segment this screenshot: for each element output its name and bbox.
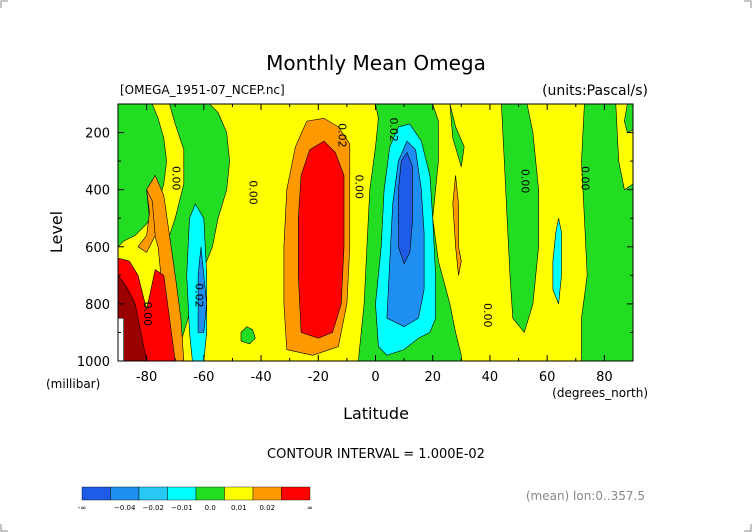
contour-label: 0.00: [518, 169, 531, 194]
contour-label: 0.00: [169, 166, 182, 191]
y-axis-units: (millibar): [46, 377, 100, 391]
colorbar-tick-label: −0.04: [114, 504, 136, 512]
colorbar-tick-label: −0.01: [171, 504, 192, 512]
y-tick-label: 800: [85, 298, 110, 313]
x-tick-label: 20: [424, 370, 441, 385]
units-label: (units:Pascal/s): [542, 83, 648, 99]
x-tick-label: 0: [371, 370, 379, 385]
colorbar-tick-label: -∞: [78, 504, 86, 512]
contour-label: 0.00: [247, 180, 260, 205]
x-axis-units: (degrees_north): [552, 386, 648, 400]
x-tick-label: -40: [250, 370, 271, 385]
contour-region-white-missing-south: [117, 317, 124, 362]
colorbar-tick-label: 0.0: [205, 504, 216, 512]
y-tick-label: 1000: [77, 355, 110, 370]
colorbar-cell: [252, 486, 282, 501]
contour-region-darkblue-equatorial: [398, 151, 413, 265]
y-axis-label: Level: [47, 211, 66, 253]
contour-region-red-core-south: [298, 140, 345, 339]
contour-label: 0.00: [579, 166, 592, 191]
contour-region-orange-strip-south: [137, 189, 156, 253]
contour-region-green-band-north-mid: [501, 103, 539, 334]
colorbar-tick-label: ∞: [307, 504, 313, 512]
contour-label: 0.00: [141, 302, 154, 327]
colorbar-cell: [224, 486, 254, 501]
y-tick-label: 400: [85, 184, 110, 199]
y-tick-label: 200: [85, 127, 110, 142]
contour-label: 0.02: [192, 283, 205, 308]
file-label: [OMEGA_1951-07_NCEP.nc]: [120, 83, 285, 97]
contour-label: 0.02: [335, 123, 348, 148]
contour-region-cyan-north-mid: [552, 218, 562, 305]
x-tick-label: 40: [482, 370, 499, 385]
chart-title: Monthly Mean Omega: [266, 51, 486, 75]
contour-region-green-patch-southern-low: [240, 326, 256, 345]
colorbar-cell: [195, 486, 225, 501]
colorbar-tick-label: −0.02: [143, 504, 164, 512]
colorbar-tick-label: 0.01: [231, 504, 247, 512]
colorbar-cell: [167, 486, 197, 501]
colorbar-cell: [81, 486, 111, 501]
colorbar-tick-label: 0.02: [259, 504, 275, 512]
contour-region-green-band-north-subtropical: [449, 103, 465, 167]
contour-region-orange-patch-north: [452, 175, 462, 276]
x-tick-label: 60: [539, 370, 556, 385]
plot-area: 0.00 0.00 0.00 0.02 0.02 0.00 0.00 0.00 0.00 0.02…: [77, 103, 634, 385]
mean-label: (mean) lon:0..357.5: [526, 489, 645, 503]
colorbar-cell: [138, 486, 168, 501]
colorbar-cell: [281, 486, 311, 501]
x-tick-label: -80: [136, 370, 157, 385]
contour-region-blue-south-mid: [197, 246, 208, 333]
x-axis-label: Latitude: [343, 404, 409, 423]
contour-label: 0.02: [387, 117, 400, 142]
colorbar: -∞ −0.04 −0.02 −0.01 0.0 0.01 0.02 ∞: [78, 486, 313, 512]
x-tick-label: 80: [596, 370, 613, 385]
x-tick-label: -60: [193, 370, 214, 385]
y-tick-label: 600: [85, 241, 110, 256]
colorbar-cell: [110, 486, 140, 501]
contour-label: 0.00: [352, 175, 365, 200]
contour-label: 0.00: [481, 303, 494, 328]
contour-interval-label: CONTOUR INTERVAL = 1.000E-02: [267, 447, 485, 462]
x-tick-label: -20: [308, 370, 329, 385]
